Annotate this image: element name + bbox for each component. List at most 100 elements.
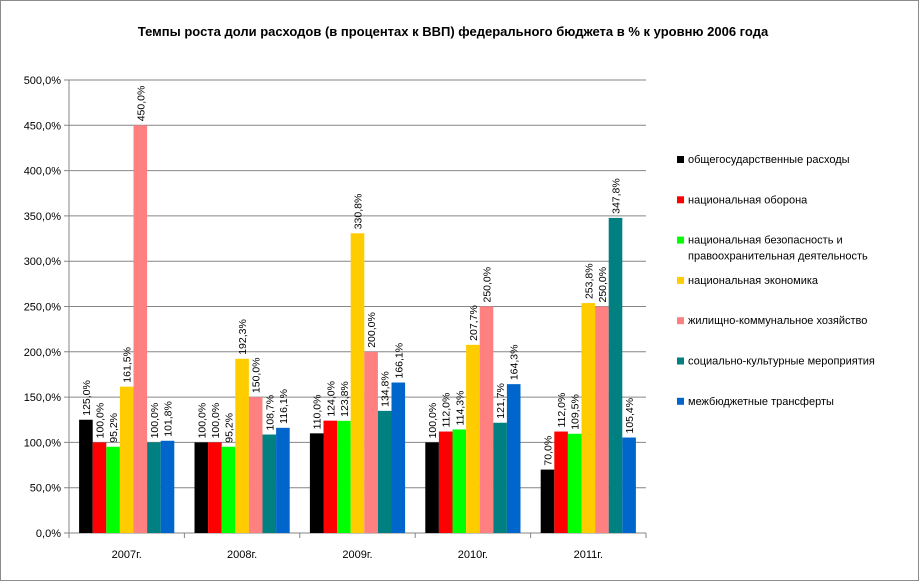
data-label: 330,8% [353,194,365,230]
legend-label: национальная оборона [688,194,808,206]
data-label: 95,2% [224,413,236,443]
bar [377,410,392,533]
data-label: 207,7% [468,305,480,341]
data-label: 100,0% [210,403,222,439]
data-label: 125,0% [81,380,93,416]
bar [425,442,439,533]
bar [235,358,249,533]
y-axis-tick-labels: 0,0% 50,0% 100,0% 150,0% 200,0% 250,0% 300,0% 3… [24,75,62,540]
bar [92,442,107,533]
legend: общегосударственные расходы национальная … [677,154,875,408]
legend-label-line: национальная экономика [688,275,819,287]
bar [493,422,507,533]
data-label: 347,8% [611,178,623,214]
legend-swatch [677,156,684,163]
bar [581,303,596,533]
data-label: 134,8% [380,371,392,407]
legend-swatch [677,317,684,325]
y-tick-label: 50,0% [30,483,61,495]
bar [147,442,161,533]
bar [221,446,236,533]
data-label: 95,2% [108,413,120,443]
legend-label-line: жилищно-коммунальное хозяйство [688,315,867,327]
data-label: 250,0% [482,267,494,303]
y-tick-label: 200,0% [24,347,62,359]
data-label: 200,0% [366,312,378,348]
bar [350,233,365,533]
x-axis-tick-labels: 2007г. 2008г. 2009г. 2010г. 2011г. [112,549,603,561]
legend-swatch [677,196,684,204]
data-label: 164,3% [509,345,521,381]
bar [276,427,290,533]
bar [309,433,324,533]
data-label: 110,0% [312,394,324,429]
bar [248,397,263,533]
legend-label-line: межбюджетные трансферты [688,396,834,408]
legend-label: национальная безопасность и правоохраните… [688,235,868,263]
bar [540,469,555,533]
data-label: 250,0% [597,267,609,303]
y-tick-label: 150,0% [24,392,62,404]
y-tick-label: 300,0% [24,256,62,268]
bar [106,446,120,533]
y-tick-label: 500,0% [24,75,62,87]
bar [194,442,209,533]
legend-label: общегосударственные расходы [688,154,850,166]
bar [506,384,521,533]
legend-label: социально-культурные мероприятия [688,356,875,368]
data-label: 161,5% [122,347,134,383]
data-label: 121,7% [495,383,507,419]
data-label: 116,1% [278,389,290,424]
bar [262,434,277,533]
data-label: 70,0% [543,436,555,466]
bar [160,440,175,533]
legend-label-line: правоохранительная деятельность [688,251,868,263]
x-tick-label: 2008г. [227,549,257,561]
data-label: 124,0% [325,381,337,417]
x-tick-label: 2007г. [112,549,142,561]
y-tick-label: 400,0% [24,166,62,178]
data-label: 114,3% [454,391,466,426]
legend-label: национальная экономика [688,275,819,287]
data-label: 150,0% [251,357,263,393]
bar [119,386,134,533]
x-tick-label: 2011г. [574,549,603,561]
bar [79,419,93,533]
y-tick-label: 0,0% [36,528,61,540]
legend-swatch [677,357,684,365]
bar [452,429,467,533]
bar [208,442,222,533]
legend-label-line: общегосударственные расходы [688,154,850,166]
y-tick-label: 250,0% [24,302,62,314]
x-tick-label: 2010г. [458,549,488,561]
data-label: 450,0% [135,86,147,122]
bar [337,420,351,533]
legend-swatch [677,236,684,244]
bar [364,351,378,533]
data-label: 112,0% [441,393,453,428]
data-label: 112,0% [556,393,568,428]
data-label: 105,4% [624,398,636,434]
data-label: 192,3% [237,319,249,355]
bar [479,306,494,533]
legend-label: жилищно-коммунальное хозяйство [688,315,867,327]
legend-swatch [677,276,684,284]
legend-label-line: социально-культурные мероприятия [688,356,875,368]
legend-label-line: национальная безопасность и [688,235,843,247]
data-label: 166,1% [393,343,405,379]
data-label: 100,0% [427,403,439,439]
bar [608,217,623,534]
data-label: 253,8% [583,263,595,299]
data-label: 101,8% [163,401,175,437]
legend-swatch [677,397,684,405]
bar [554,431,568,533]
bars [79,125,636,534]
data-label: 109,5% [570,394,582,430]
legend-label: межбюджетные трансферты [688,396,834,408]
data-labels: 125,0%100,0% 110,0% 100,0%70,0%100,0% 100,0… [81,86,636,466]
bar [595,306,609,533]
chart-title: Темпы роста доли расходов (в процентах к… [138,24,769,39]
data-label: 108,7% [264,395,276,431]
